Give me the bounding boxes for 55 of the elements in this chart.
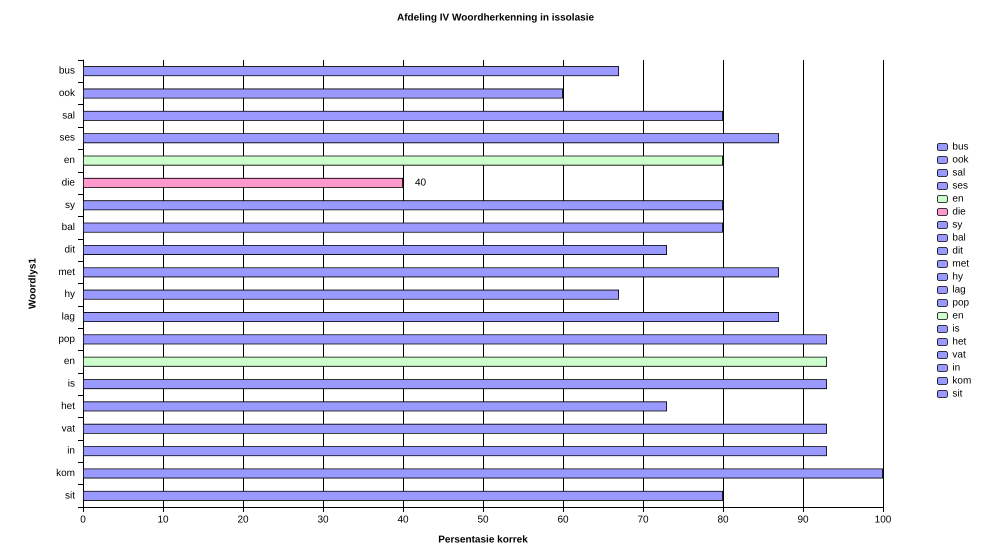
y-tick-label: pop bbox=[58, 334, 76, 345]
legend-label: vat bbox=[952, 350, 966, 360]
y-tick-label: vat bbox=[62, 423, 76, 434]
legend-label: hy bbox=[952, 272, 963, 282]
y-tick-label: en bbox=[64, 356, 75, 368]
x-tick-label: 80 bbox=[717, 514, 729, 526]
y-tick-label: met bbox=[58, 266, 76, 278]
x-tick-label: 0 bbox=[80, 514, 86, 526]
legend-label: is bbox=[952, 324, 960, 334]
y-tick-label: dit bbox=[64, 244, 76, 256]
y-tick-label: kom bbox=[56, 468, 75, 479]
legend-label: bal bbox=[952, 232, 966, 244]
x-tick-label: 60 bbox=[557, 514, 569, 526]
legend-label: en bbox=[952, 310, 964, 322]
x-tick-label: 70 bbox=[637, 514, 649, 526]
y-tick-label: ses bbox=[59, 132, 75, 144]
x-tick-label: 40 bbox=[397, 514, 409, 526]
legend-label: sy bbox=[952, 220, 962, 230]
legend-label: bus bbox=[952, 142, 969, 152]
legend-label: ook bbox=[952, 154, 970, 166]
legend-label: lag bbox=[952, 284, 966, 296]
x-tick-label: 100 bbox=[874, 514, 892, 526]
y-tick-label: ook bbox=[58, 88, 76, 100]
legend-label: het bbox=[952, 336, 967, 348]
chart-title: Afdeling IV Woordherkenning in issolasie bbox=[396, 12, 594, 24]
y-tick-label: en bbox=[64, 155, 75, 166]
y-tick-label: die bbox=[62, 177, 76, 188]
y-axis-title: Woordlys1 bbox=[28, 258, 38, 309]
legend-label: en bbox=[952, 194, 964, 204]
x-tick-label: 20 bbox=[237, 514, 249, 526]
y-tick-label: het bbox=[61, 400, 76, 412]
y-tick-label: sy bbox=[65, 200, 75, 211]
legend-label: sit bbox=[952, 388, 963, 400]
legend-label: kom bbox=[952, 376, 972, 386]
data-label: 40 bbox=[415, 177, 427, 188]
legend-label: dit bbox=[952, 246, 964, 256]
x-tick-label: 90 bbox=[797, 514, 809, 526]
legend-label: ses bbox=[952, 180, 968, 192]
x-tick-label: 50 bbox=[477, 514, 489, 526]
y-tick-label: sit bbox=[65, 490, 76, 502]
y-tick-label: sal bbox=[62, 110, 75, 122]
y-tick-label: in bbox=[67, 446, 75, 457]
x-axis-title: Persentasie korrek bbox=[438, 534, 528, 546]
x-tick-label: 10 bbox=[157, 514, 169, 526]
y-tick-label: is bbox=[68, 378, 75, 390]
legend-label: met bbox=[952, 258, 970, 270]
y-tick-label: hy bbox=[64, 289, 75, 300]
x-tick-label: 30 bbox=[317, 514, 329, 526]
legend-label: pop bbox=[952, 298, 970, 308]
legend-label: in bbox=[952, 362, 960, 374]
y-tick-label: lag bbox=[62, 312, 75, 323]
y-tick-label: bal bbox=[62, 222, 75, 234]
legend-label: sal bbox=[952, 168, 966, 178]
y-tick-label: bus bbox=[58, 66, 75, 77]
legend-label: die bbox=[952, 206, 966, 218]
